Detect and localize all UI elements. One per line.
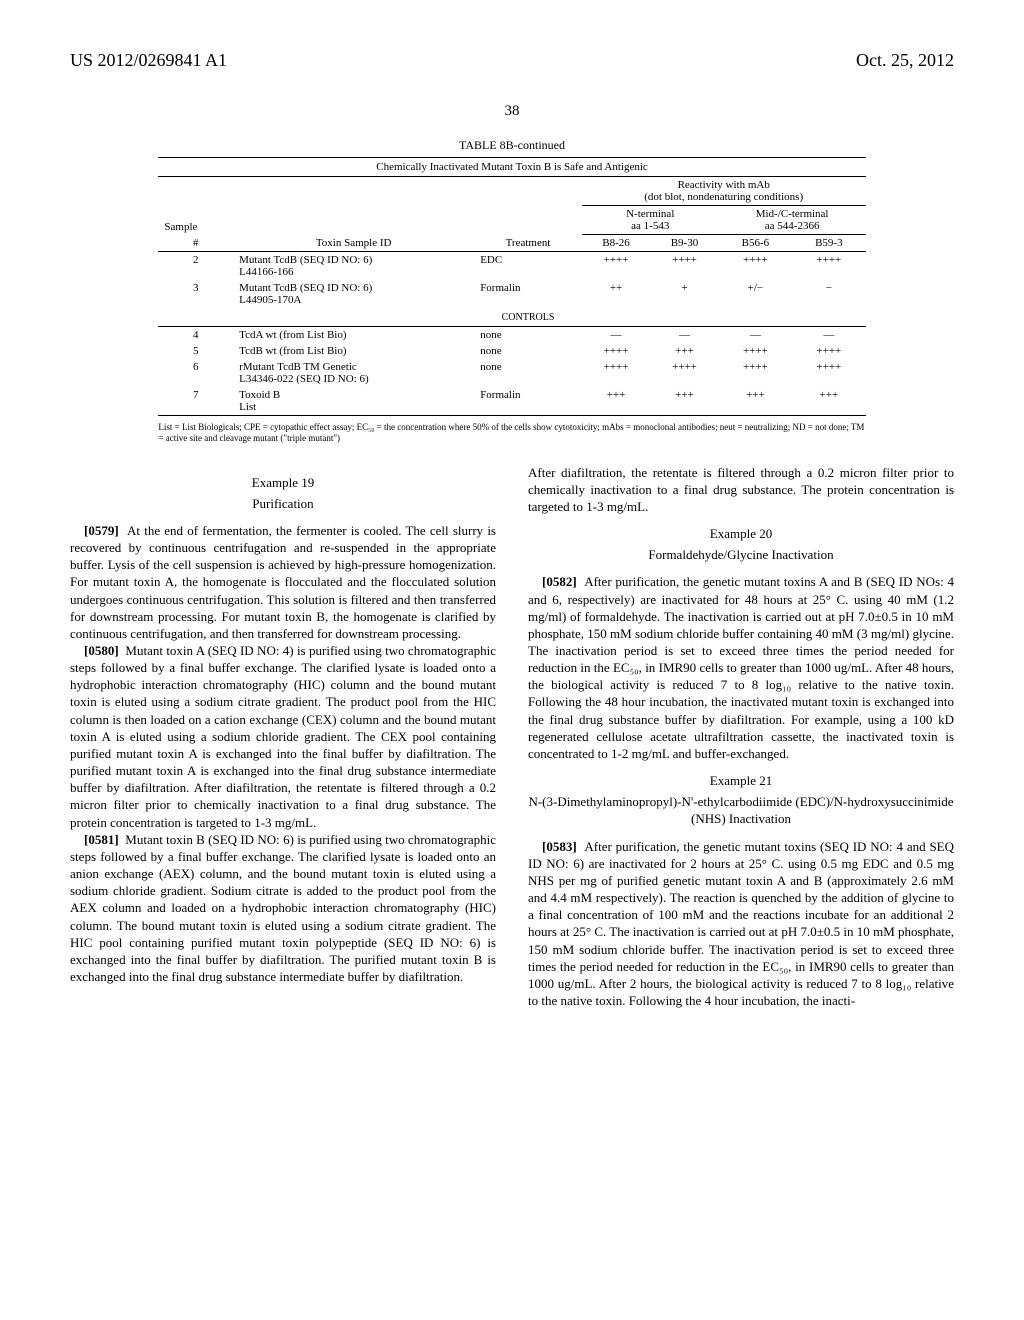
table-row: 3 Mutant TcdB (SEQ ID NO: 6) L44905-170A… bbox=[158, 280, 865, 308]
table-8b: TABLE 8B-continued Chemically Inactivate… bbox=[158, 138, 865, 416]
example-21-title: N-(3-Dimethylaminopropyl)-N'-ethylcarbod… bbox=[528, 793, 954, 827]
example-19-title: Purification bbox=[70, 495, 496, 512]
table-row: 4 TcdA wt (from List Bio) none — — — — bbox=[158, 327, 865, 343]
col-hash: # bbox=[158, 235, 233, 252]
body-columns: Example 19 Purification [0579] At the en… bbox=[70, 464, 954, 1010]
example-19-label: Example 19 bbox=[70, 474, 496, 491]
col-b593: B59-3 bbox=[792, 235, 865, 252]
example-21-label: Example 21 bbox=[528, 772, 954, 789]
para-0579: [0579] At the end of fermentation, the f… bbox=[70, 522, 496, 642]
table-row: 6 rMutant TcdB TM Genetic L34346-022 (SE… bbox=[158, 359, 865, 387]
para-cont: After diafiltration, the retentate is fi… bbox=[528, 464, 954, 515]
table-row: 7 Toxoid B List Formalin +++ +++ +++ +++ bbox=[158, 387, 865, 416]
example-20-label: Example 20 bbox=[528, 525, 954, 542]
col-toxin: Toxin Sample ID bbox=[233, 235, 474, 252]
table-footnote: List = List Biologicals; CPE = cytopathi… bbox=[158, 422, 865, 444]
para-0581: [0581] Mutant toxin B (SEQ ID NO: 6) is … bbox=[70, 831, 496, 985]
pub-date: Oct. 25, 2012 bbox=[856, 50, 954, 71]
example-20-title: Formaldehyde/Glycine Inactivation bbox=[528, 546, 954, 563]
pub-number: US 2012/0269841 A1 bbox=[70, 50, 227, 71]
n-terminal-header: N-terminal aa 1-543 bbox=[582, 206, 719, 235]
col-treatment: Treatment bbox=[474, 235, 582, 252]
page-number: 38 bbox=[70, 103, 954, 120]
col-sample: Sample bbox=[158, 206, 233, 235]
col-b566: B56-6 bbox=[719, 235, 792, 252]
para-0583: [0583] After purification, the genetic m… bbox=[528, 838, 954, 1010]
page-header: US 2012/0269841 A1 Oct. 25, 2012 bbox=[70, 50, 954, 71]
table-subtitle: Chemically Inactivated Mutant Toxin B is… bbox=[158, 157, 865, 177]
col-b826: B8-26 bbox=[582, 235, 650, 252]
para-0582: [0582] After purification, the genetic m… bbox=[528, 573, 954, 762]
para-0580: [0580] Mutant toxin A (SEQ ID NO: 4) is … bbox=[70, 642, 496, 831]
col-b930: B9-30 bbox=[650, 235, 718, 252]
c-terminal-header: Mid-/C-terminal aa 544-2366 bbox=[719, 206, 866, 235]
right-column: After diafiltration, the retentate is fi… bbox=[528, 464, 954, 1010]
table-title: TABLE 8B-continued bbox=[158, 138, 865, 153]
left-column: Example 19 Purification [0579] At the en… bbox=[70, 464, 496, 1010]
table-row: 2 Mutant TcdB (SEQ ID NO: 6) L44166-166 … bbox=[158, 252, 865, 281]
table-row: 5 TcdB wt (from List Bio) none ++++ +++ … bbox=[158, 343, 865, 359]
controls-row: CONTROLS bbox=[158, 308, 865, 327]
mab-header: Reactivity with mAb (dot blot, nondenatu… bbox=[582, 177, 866, 206]
data-table: Reactivity with mAb (dot blot, nondenatu… bbox=[158, 177, 865, 416]
